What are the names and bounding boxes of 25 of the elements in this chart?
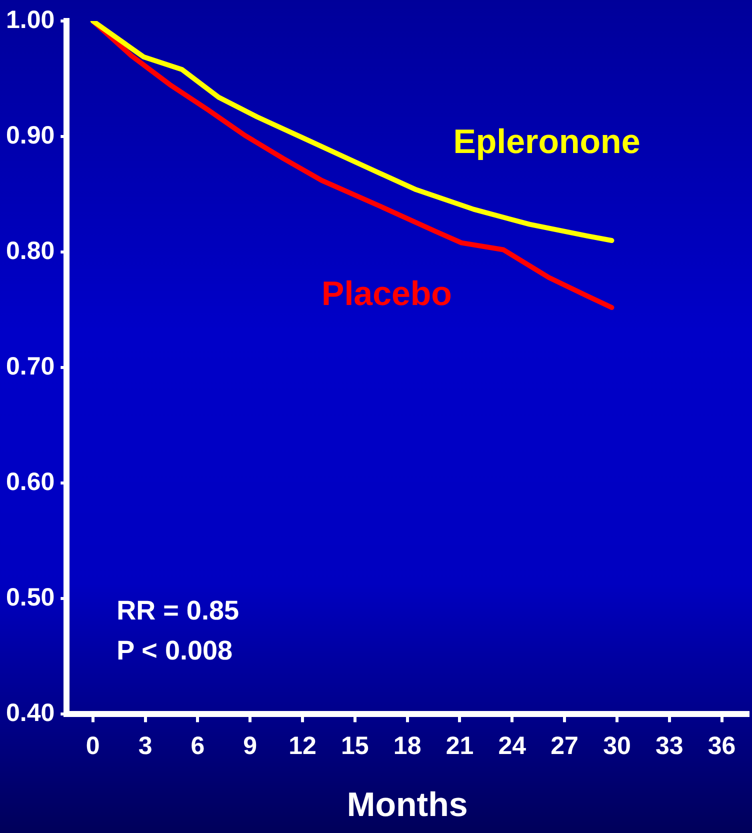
x-tick-label: 24 bbox=[498, 732, 526, 760]
x-tick-label: 27 bbox=[550, 732, 578, 760]
y-tick-label: 0.80 bbox=[6, 236, 55, 265]
x-tick-label: 0 bbox=[86, 732, 100, 760]
y-tick-label: 0.90 bbox=[6, 121, 55, 150]
series-label: Placebo bbox=[322, 274, 452, 313]
x-tick-label: 9 bbox=[243, 732, 258, 760]
x-tick-label: 3 bbox=[138, 732, 152, 760]
series-label: Epleronone bbox=[453, 122, 640, 161]
x-tick-label: 33 bbox=[655, 732, 684, 760]
annotation: RR = 0.85 bbox=[116, 596, 239, 626]
x-tick-label: 30 bbox=[603, 732, 631, 760]
x-tick-label: 15 bbox=[341, 732, 369, 760]
x-tick-label: 36 bbox=[708, 732, 736, 760]
y-tick-label: 0.60 bbox=[6, 468, 55, 496]
x-tick-label: 21 bbox=[446, 732, 474, 760]
y-tick-label: 1.00 bbox=[6, 6, 55, 34]
y-tick-label: 0.70 bbox=[6, 352, 55, 380]
x-tick-label: 6 bbox=[190, 732, 205, 760]
x-tick-label: 18 bbox=[393, 732, 422, 760]
x-axis-title: Months bbox=[346, 786, 468, 824]
y-tick-label: 0.40 bbox=[6, 699, 55, 728]
x-tick-label: 12 bbox=[288, 732, 316, 760]
annotation: P < 0.008 bbox=[116, 636, 233, 666]
y-tick-label: 0.50 bbox=[6, 584, 55, 612]
